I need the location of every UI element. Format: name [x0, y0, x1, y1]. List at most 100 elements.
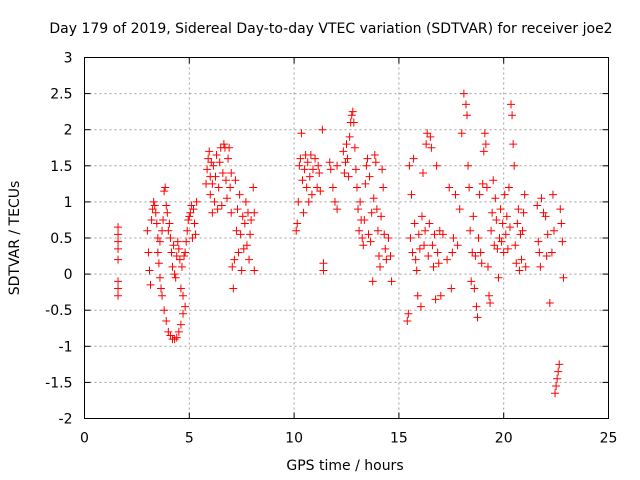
data-point	[432, 161, 441, 170]
data-point	[545, 298, 554, 307]
data-point	[114, 277, 123, 286]
data-point	[365, 172, 374, 181]
data-point	[227, 169, 236, 178]
data-point	[155, 237, 164, 246]
data-point	[168, 262, 177, 271]
data-point	[158, 291, 167, 300]
data-point	[373, 226, 382, 235]
data-point	[513, 219, 522, 228]
data-point	[203, 165, 212, 174]
data-point	[249, 183, 258, 192]
data-point	[319, 266, 328, 275]
data-point	[384, 234, 393, 242]
data-point	[352, 183, 361, 192]
data-point	[521, 262, 530, 271]
data-point	[304, 197, 313, 206]
data-point	[361, 179, 370, 188]
data-point	[170, 270, 179, 279]
data-point	[319, 259, 328, 268]
data-point	[294, 197, 303, 206]
data-point	[548, 190, 557, 199]
y-tick-label: 0.5	[50, 231, 72, 247]
data-point	[370, 150, 379, 159]
data-point	[340, 169, 349, 178]
data-point	[387, 277, 396, 286]
data-point	[333, 161, 342, 170]
data-point	[409, 154, 418, 163]
data-point	[177, 262, 186, 271]
data-point	[411, 255, 420, 264]
data-point	[183, 226, 192, 235]
data-point	[174, 244, 183, 253]
data-point	[307, 190, 316, 199]
data-point	[360, 215, 369, 224]
y-tick-label: 1	[64, 195, 73, 211]
data-point	[250, 208, 259, 217]
x-tick-label: 5	[185, 431, 194, 447]
data-point	[181, 248, 190, 257]
data-point	[447, 284, 456, 293]
data-point	[164, 327, 173, 336]
data-point	[350, 143, 359, 152]
data-point	[555, 360, 564, 369]
data-point	[356, 197, 365, 206]
data-point	[534, 237, 543, 246]
data-point	[351, 165, 360, 174]
data-point	[325, 158, 334, 167]
data-point	[449, 234, 458, 242]
data-point	[481, 140, 490, 149]
data-point	[144, 248, 153, 257]
data-point	[499, 248, 508, 257]
data-point	[228, 262, 237, 271]
data-point	[160, 306, 169, 315]
data-point	[305, 172, 314, 181]
data-point	[157, 284, 166, 293]
data-point	[512, 259, 521, 268]
data-point	[311, 154, 320, 163]
grid	[84, 57, 609, 419]
data-point	[433, 248, 442, 257]
data-point	[366, 237, 375, 246]
data-point	[467, 277, 476, 286]
data-point	[469, 212, 478, 221]
data-point	[542, 252, 551, 261]
y-tick-label: 1.5	[50, 159, 72, 175]
data-point	[166, 331, 175, 340]
data-point	[552, 382, 561, 391]
data-point	[114, 284, 123, 293]
data-point	[557, 219, 566, 228]
data-point	[507, 100, 516, 109]
data-point	[429, 262, 438, 271]
data-point	[403, 317, 412, 326]
data-point	[505, 223, 514, 232]
data-point	[230, 255, 239, 264]
data-point	[431, 295, 440, 304]
data-point	[376, 262, 385, 271]
data-point	[537, 194, 546, 203]
data-point	[114, 291, 123, 300]
data-point	[428, 241, 437, 250]
x-tick-label: 20	[495, 431, 513, 447]
data-point	[330, 197, 339, 206]
x-tick-label: 0	[80, 431, 89, 447]
data-point	[463, 111, 472, 120]
data-point	[470, 284, 479, 293]
data-point	[364, 230, 373, 239]
data-point	[185, 212, 194, 221]
data-point	[211, 172, 220, 181]
data-point	[192, 197, 201, 206]
data-point	[518, 226, 527, 235]
data-point	[498, 219, 507, 228]
data-point	[491, 194, 500, 203]
data-point	[533, 201, 542, 210]
x-tick-label: 10	[285, 431, 303, 447]
data-point	[328, 183, 337, 192]
data-point	[464, 161, 473, 170]
data-point	[189, 205, 198, 214]
data-point	[477, 259, 486, 268]
data-point	[306, 150, 315, 159]
data-point	[412, 266, 421, 275]
data-point	[213, 205, 222, 214]
data-point	[246, 230, 255, 239]
data-point	[318, 125, 327, 134]
